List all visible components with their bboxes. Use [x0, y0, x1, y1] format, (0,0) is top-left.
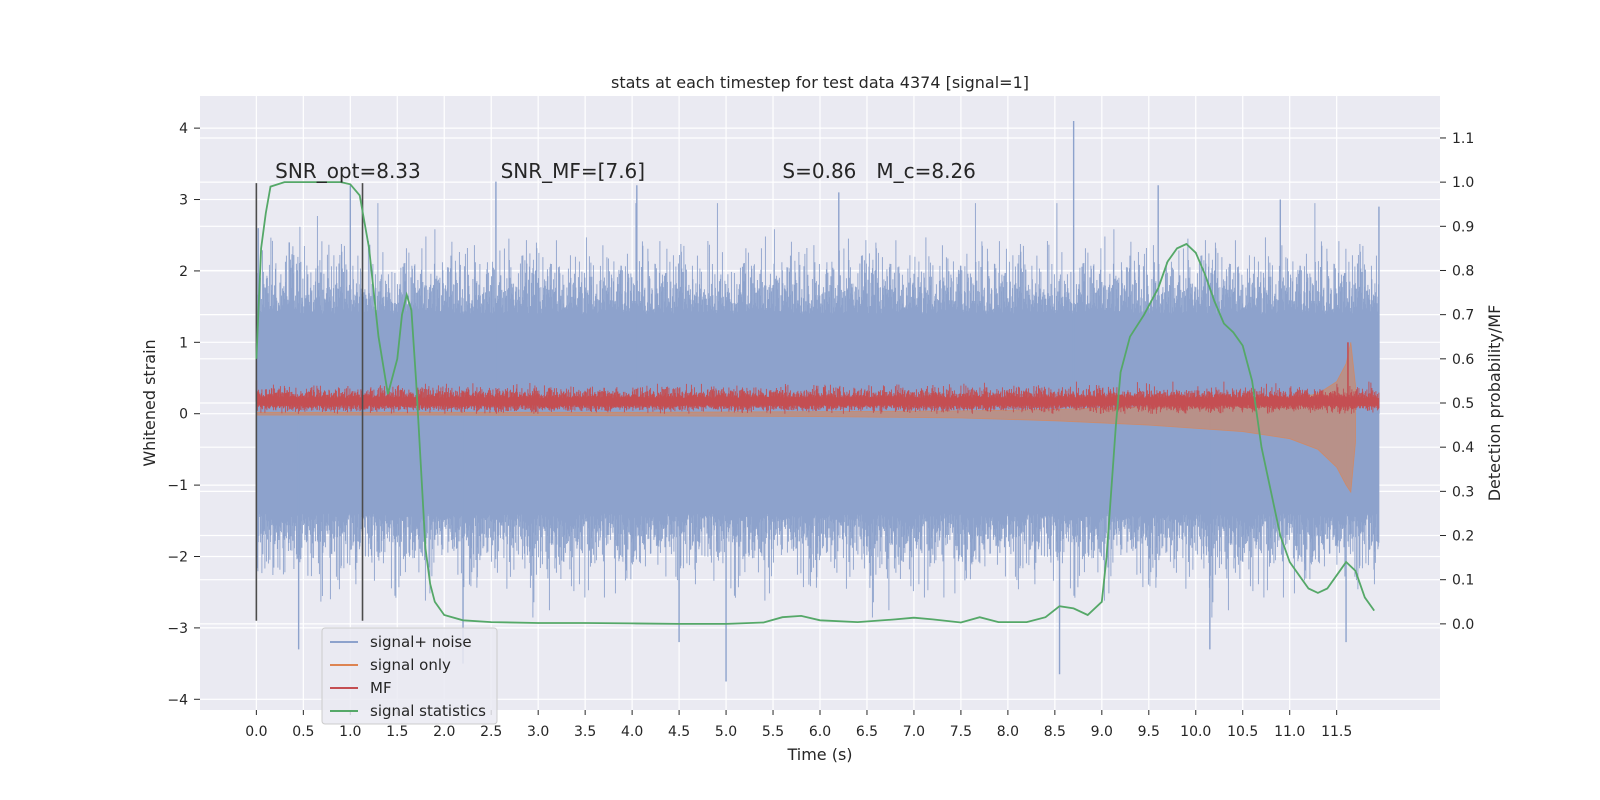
legend-box — [321, 627, 498, 725]
y-tick-label: −4 — [167, 692, 188, 708]
x-tick-label: 6.0 — [809, 724, 831, 740]
y-right-tick-label: 0.3 — [1452, 484, 1474, 500]
y-right-tick-label: 0.6 — [1452, 352, 1474, 368]
y-tick-label: 3 — [179, 193, 188, 209]
series-signal-only — [255, 342, 1356, 494]
legend-label: MF — [370, 679, 392, 697]
y-axis-right-label: Detection probability/MF — [1485, 305, 1504, 502]
x-tick-label: 3.0 — [527, 724, 549, 740]
y-right-tick-label: 0.8 — [1452, 263, 1474, 279]
x-axis-label: Time (s) — [786, 745, 852, 764]
x-tick-label: 1.5 — [386, 724, 408, 740]
annotation-text: S=0.86 — [782, 159, 856, 183]
series-signal-noise — [255, 120, 1380, 682]
y-axis-right: 1.1 1.0 0.9 0.8 0.7 0.6 0.5 0.4 0.3 0.2 0.1 0.0 — [1440, 131, 1474, 633]
y-right-tick-label: 0.5 — [1452, 396, 1474, 412]
x-tick-label: 9.5 — [1138, 724, 1160, 740]
legend-label: signal only — [370, 656, 451, 674]
x-tick-label: 0.0 — [245, 724, 267, 740]
annotation-text: M_c=8.26 — [876, 159, 976, 183]
x-tick-label: 5.0 — [715, 724, 737, 740]
y-right-tick-label: 1.0 — [1452, 175, 1474, 191]
y-right-tick-label: 0.2 — [1452, 529, 1474, 545]
y-tick-label: −2 — [167, 550, 188, 566]
x-tick-label: 2.0 — [433, 724, 455, 740]
y-axis-left: 4 3 2 1 0 −1 −2 −3 −4 — [167, 121, 200, 708]
y-tick-label: 4 — [179, 121, 188, 137]
y-tick-label: −1 — [167, 478, 188, 494]
x-tick-label: 4.5 — [668, 724, 690, 740]
x-tick-label: 7.0 — [903, 724, 925, 740]
annotation-text: SNR_opt=8.33 — [275, 159, 421, 183]
y-right-tick-label: 0.4 — [1452, 440, 1474, 456]
x-tick-label: 4.0 — [621, 724, 643, 740]
annotation-text: SNR_MF=[7.6] — [501, 159, 645, 183]
x-tick-label: 1.0 — [339, 724, 361, 740]
x-tick-label: 11.0 — [1274, 724, 1305, 740]
y-right-tick-label: 0.7 — [1452, 308, 1474, 324]
signal-statistics-line — [255, 181, 1375, 625]
x-tick-label: 7.5 — [950, 724, 972, 740]
legend-label: signal statistics — [370, 702, 486, 720]
y-right-tick-label: 0.9 — [1452, 219, 1474, 235]
y-tick-label: −3 — [167, 621, 188, 637]
y-right-tick-label: 1.1 — [1452, 131, 1474, 147]
x-tick-label: 0.5 — [292, 724, 314, 740]
y-axis-label: Whitened strain — [140, 339, 159, 466]
y-tick-label: 1 — [179, 335, 188, 351]
signal-only-envelope — [255, 342, 1356, 494]
x-tick-label: 8.0 — [997, 724, 1019, 740]
y-tick-label: 2 — [179, 264, 188, 280]
series-signal-statistics — [255, 181, 1375, 625]
legend-label: signal+ noise — [370, 633, 472, 651]
y-tick-label: 0 — [179, 407, 188, 423]
x-tick-label: 9.0 — [1091, 724, 1113, 740]
x-tick-label: 5.5 — [762, 724, 784, 740]
annotations: SNR_opt=8.33 SNR_MF=[7.6] S=0.86 M_c=8.26 — [275, 159, 976, 183]
x-tick-label: 2.5 — [480, 724, 502, 740]
x-tick-label: 10.0 — [1180, 724, 1211, 740]
x-tick-label: 3.5 — [574, 724, 596, 740]
x-axis: 0.0 0.5 1.0 1.5 2.0 2.5 3.0 3.5 4.0 4.5 5.0 5.5 6.0 6… — [245, 710, 1352, 740]
x-tick-label: 10.5 — [1227, 724, 1258, 740]
x-tick-label: 11.5 — [1321, 724, 1352, 740]
vertical-markers — [255, 183, 364, 621]
y-right-tick-label: 0.0 — [1452, 617, 1474, 633]
chart-title: stats at each timestep for test data 437… — [611, 73, 1029, 92]
x-tick-label: 8.5 — [1044, 724, 1066, 740]
y-right-tick-label: 0.1 — [1452, 573, 1474, 589]
legend: signal+ noise signal only MF signal statist… — [321, 627, 498, 725]
x-tick-label: 6.5 — [856, 724, 878, 740]
